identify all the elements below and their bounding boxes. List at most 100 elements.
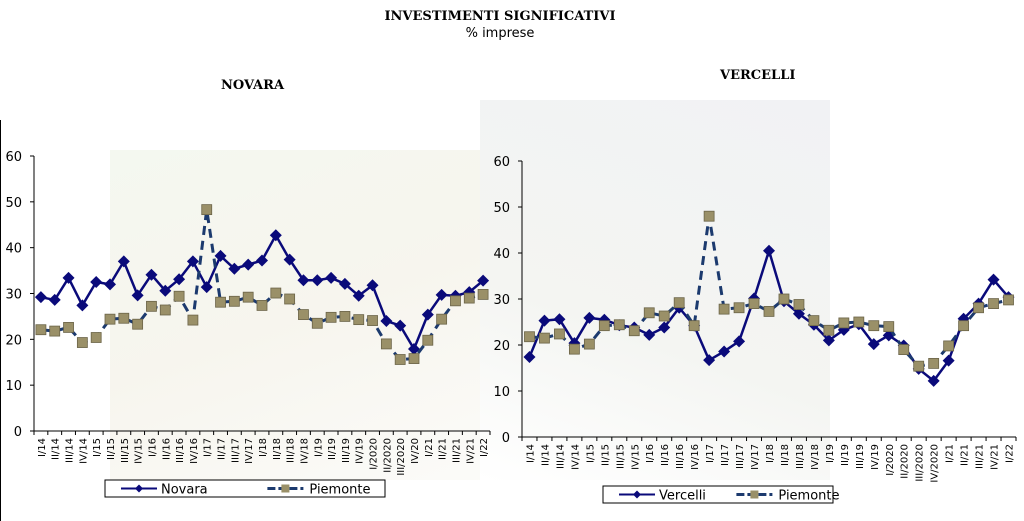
- data-point-piemonte: [242, 291, 254, 303]
- data-point-piemonte: [988, 298, 999, 310]
- x-tick-label: III/2020: [396, 438, 407, 476]
- y-tick-label: 60: [5, 150, 22, 165]
- data-point-piemonte: [868, 320, 880, 332]
- legend: Novara Piemonte: [104, 479, 386, 498]
- data-point-piemonte: [325, 311, 337, 323]
- data-point-piemonte: [422, 334, 434, 346]
- x-tick-label: IV/20: [410, 438, 421, 464]
- x-tick-label: III/16: [675, 444, 686, 469]
- data-point-vercelli: [523, 350, 536, 363]
- data-point-vercelli: [703, 354, 716, 367]
- x-tick-label: III/15: [120, 438, 131, 463]
- data-point-novara: [90, 276, 103, 289]
- data-point-vercelli: [763, 244, 775, 257]
- data-point-novara: [117, 255, 130, 268]
- data-point-piemonte: [450, 295, 461, 307]
- x-tick-label: III/18: [286, 438, 297, 463]
- data-point-piemonte: [554, 328, 565, 340]
- x-tick-label: III/17: [230, 438, 241, 463]
- data-point-piemonte: [436, 313, 448, 325]
- data-point-novara: [352, 289, 365, 302]
- data-point-piemonte: [524, 331, 535, 343]
- x-tick-label: II/15: [106, 438, 117, 460]
- data-point-vercelli: [643, 328, 656, 341]
- y-tick-label: 20: [5, 333, 22, 348]
- data-point-piemonte: [613, 319, 625, 331]
- data-point-piemonte: [823, 324, 835, 336]
- data-point-novara: [380, 315, 393, 327]
- data-point-novara: [269, 229, 282, 242]
- data-point-piemonte: [643, 307, 655, 319]
- data-point-novara: [159, 284, 172, 297]
- y-tick-label: 30: [493, 293, 510, 308]
- data-point-novara: [104, 278, 116, 291]
- legend-marker-diamond-icon: [633, 490, 641, 499]
- data-point-piemonte: [35, 324, 47, 336]
- left-border: [0, 120, 1, 521]
- data-point-vercelli: [583, 311, 596, 324]
- data-point-piemonte: [943, 340, 955, 352]
- data-point-piemonte: [568, 343, 580, 355]
- data-point-piemonte: [339, 311, 351, 322]
- data-point-novara: [408, 342, 420, 355]
- x-tick-label: I/14: [525, 444, 536, 463]
- data-point-vercelli: [733, 335, 746, 348]
- data-point-piemonte: [598, 320, 610, 332]
- data-point-piemonte: [838, 317, 850, 329]
- legend-marker-square-icon: [750, 490, 759, 499]
- x-tick-label: II/14: [51, 438, 62, 460]
- x-tick-label: I/17: [705, 444, 716, 463]
- data-point-piemonte: [703, 210, 715, 222]
- data-point-piemonte: [90, 332, 102, 343]
- data-point-piemonte: [201, 204, 213, 216]
- data-point-piemonte: [228, 295, 240, 307]
- data-point-vercelli: [792, 307, 805, 320]
- x-tick-label: II/18: [780, 444, 791, 466]
- x-tick-label: III/17: [735, 444, 746, 469]
- y-tick-label: 20: [493, 339, 510, 354]
- data-point-vercelli: [658, 321, 671, 334]
- x-tick-label: II/15: [600, 444, 611, 466]
- data-point-vercelli: [942, 354, 955, 367]
- data-point-piemonte: [883, 321, 895, 333]
- data-point-vercelli: [867, 338, 880, 351]
- data-point-piemonte: [583, 338, 595, 350]
- x-tick-label: II/2020: [382, 438, 393, 473]
- x-tick-label: I/2020: [885, 444, 896, 476]
- data-point-piemonte: [853, 316, 865, 328]
- main-title: INVESTIMENTI SIGNIFICATIVI: [384, 9, 616, 24]
- y-tick-label: 10: [5, 379, 22, 394]
- data-point-novara: [34, 291, 47, 304]
- data-point-piemonte: [733, 302, 745, 314]
- data-point-piemonte: [118, 312, 130, 324]
- data-point-novara: [76, 299, 89, 312]
- x-tick-label: II/16: [161, 438, 172, 460]
- x-tick-label: II/19: [327, 438, 338, 460]
- x-tick-label: II/14: [540, 444, 551, 466]
- chart-title-vercelli: VERCELLI: [720, 68, 796, 83]
- data-point-piemonte: [928, 357, 940, 369]
- x-tick-label: I/22: [1005, 444, 1016, 463]
- x-tick-label: II/17: [217, 438, 228, 460]
- x-tick-label: IV/21: [990, 444, 1001, 470]
- data-point-piemonte: [394, 354, 406, 365]
- data-point-piemonte: [159, 304, 171, 316]
- data-point-novara: [228, 262, 241, 275]
- x-tick-label: II/21: [438, 438, 449, 460]
- legend-label: Novara: [161, 483, 208, 498]
- data-point-piemonte: [1003, 294, 1014, 306]
- x-tick-label: II/2020: [900, 444, 911, 479]
- legend-marker-square-icon: [281, 484, 290, 493]
- data-point-piemonte: [673, 297, 685, 309]
- data-point-piemonte: [49, 325, 61, 337]
- y-tick-label: 40: [493, 247, 510, 262]
- data-point-vercelli: [553, 313, 566, 326]
- x-tick-label: II/16: [660, 444, 671, 466]
- x-tick-label: I/14: [37, 438, 48, 457]
- data-point-piemonte: [380, 338, 392, 350]
- data-point-piemonte: [132, 318, 144, 330]
- data-point-novara: [311, 274, 324, 287]
- series-line-novara: [40, 232, 484, 352]
- x-tick-label: IV/2020: [930, 444, 941, 483]
- x-tick-label: III/14: [65, 438, 76, 463]
